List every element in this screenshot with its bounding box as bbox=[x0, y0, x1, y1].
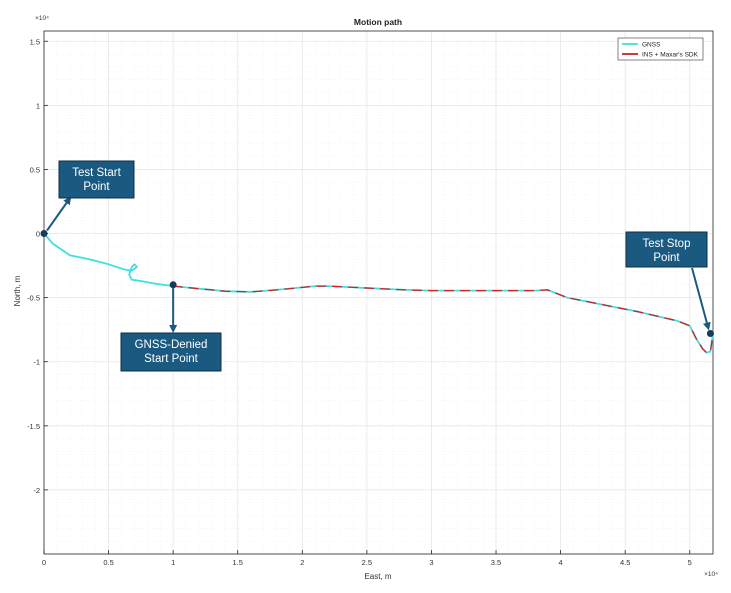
x-tick-label: 5 bbox=[688, 558, 692, 567]
x-tick-label: 1.5 bbox=[233, 558, 243, 567]
plot-area bbox=[44, 31, 713, 554]
x-tick-label: 1 bbox=[171, 558, 175, 567]
x-tick-label: 3 bbox=[429, 558, 433, 567]
x-tick-label: 0.5 bbox=[103, 558, 113, 567]
x-tick-label: 3.5 bbox=[491, 558, 501, 567]
y-tick-label: 1.5 bbox=[30, 37, 40, 46]
annotation-text: Test Stop bbox=[643, 238, 691, 250]
legend-label: GNSS bbox=[642, 42, 661, 49]
y-axis-label: North, m bbox=[13, 275, 22, 306]
annotation-text: Start Point bbox=[144, 353, 198, 365]
annotation-marker bbox=[707, 330, 714, 337]
x-tick-label: 2 bbox=[300, 558, 304, 567]
legend: GNSS INS + Maxar's SDK bbox=[618, 38, 703, 60]
x-tick-label: 2.5 bbox=[362, 558, 372, 567]
annotation-text: Point bbox=[83, 181, 110, 193]
legend-label: INS + Maxar's SDK bbox=[642, 52, 699, 59]
x-exponent-label: ×10⁴ bbox=[704, 571, 718, 578]
chart-title: Motion path bbox=[354, 17, 402, 27]
annotation-marker bbox=[170, 281, 177, 288]
x-tick-label: 4 bbox=[559, 558, 563, 567]
y-tick-label: -1 bbox=[33, 358, 40, 367]
y-tick-label: 0 bbox=[36, 230, 40, 239]
y-tick-label: -0.5 bbox=[27, 294, 40, 303]
y-tick-label: -1.5 bbox=[27, 422, 40, 431]
annotation-text: Test Start bbox=[72, 167, 121, 179]
x-tick-label: 4.5 bbox=[620, 558, 630, 567]
x-tick-label: 0 bbox=[42, 558, 46, 567]
annotation-marker bbox=[41, 230, 48, 237]
y-tick-label: 1 bbox=[36, 101, 40, 110]
y-exponent-label: ×10⁴ bbox=[35, 15, 49, 22]
y-tick-label: 0.5 bbox=[30, 165, 40, 174]
annotation-text: Point bbox=[653, 252, 680, 264]
annotation-text: GNSS-Denied bbox=[135, 339, 208, 351]
y-tick-label: -2 bbox=[33, 486, 40, 495]
x-axis-label: East, m bbox=[364, 572, 391, 581]
